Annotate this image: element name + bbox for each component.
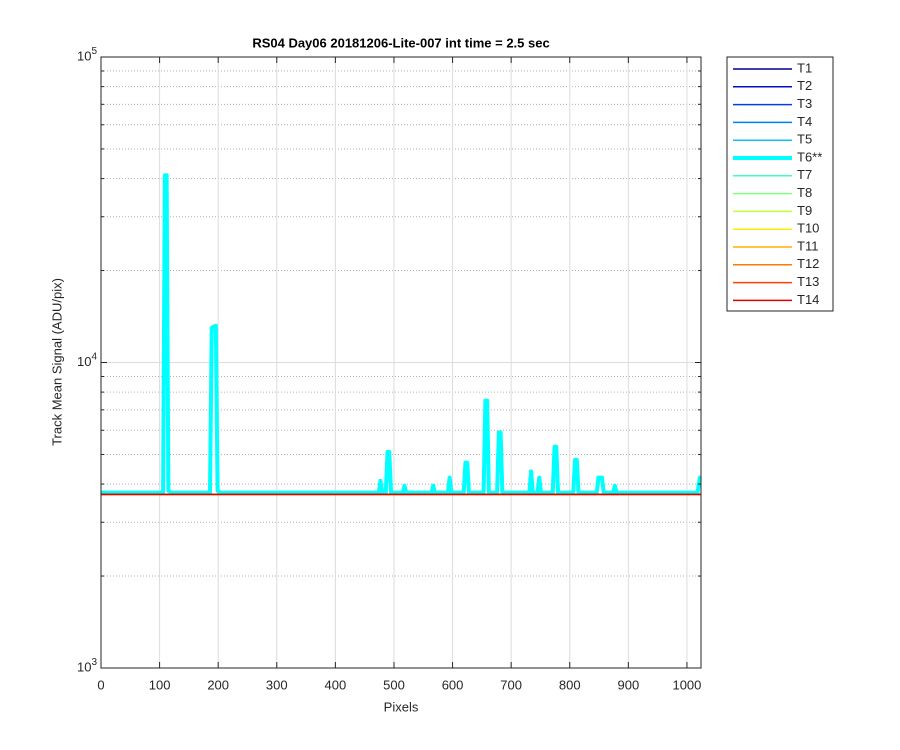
legend-label: T13 — [797, 274, 819, 289]
x-axis-label: Pixels — [384, 699, 419, 714]
legend-label: T4 — [797, 114, 812, 129]
chart-title: RS04 Day06 20181206-Lite-007 int time = … — [252, 35, 549, 50]
legend-label: T8 — [797, 185, 812, 200]
x-tick-label: 0 — [97, 677, 104, 692]
x-tick-label: 1000 — [672, 677, 701, 692]
legend-label: T5 — [797, 132, 812, 147]
x-tick-label: 100 — [149, 677, 171, 692]
x-tick-label: 700 — [500, 677, 522, 692]
x-tick-label: 200 — [207, 677, 229, 692]
legend-label: T7 — [797, 167, 812, 182]
legend-label: T3 — [797, 96, 812, 111]
legend: T1 T2 T3 T4 T5 T6** T7 T8 T9 T10 T11 T12 T13 T14 — [733, 60, 822, 307]
lines — [101, 173, 702, 496]
grid — [100, 56, 701, 669]
y-axis-label: Track Mean Signal (ADU/pix) — [49, 278, 64, 446]
x-tick-label: 500 — [383, 677, 405, 692]
series-line — [101, 173, 702, 495]
legend-label: T9 — [797, 203, 812, 218]
legend-label: T2 — [797, 78, 812, 93]
x-tick-label: 900 — [617, 677, 639, 692]
legend-box — [726, 56, 834, 312]
legend-label: T14 — [797, 292, 819, 307]
x-tick-label: 400 — [325, 677, 347, 692]
legend-label: T10 — [797, 221, 819, 236]
x-tick-label: 800 — [559, 677, 581, 692]
legend-label: T12 — [797, 256, 819, 271]
x-tick-label: 300 — [266, 677, 288, 692]
legend-label: T11 — [797, 238, 818, 253]
legend-label: T1 — [797, 60, 812, 75]
legend-label: T6** — [797, 149, 822, 164]
x-tick-label: 600 — [442, 677, 464, 692]
